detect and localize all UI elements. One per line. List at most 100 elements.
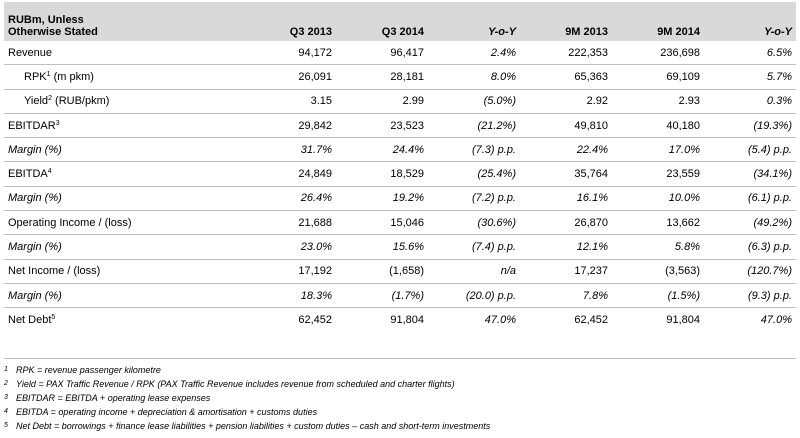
cell-9m-2014: 236,698 <box>612 41 704 66</box>
cell-9m-2014: (1.5%) <box>612 283 704 309</box>
cell-q3-2013: 23.0% <box>244 234 336 260</box>
cell-q3-2014: 15,046 <box>336 210 428 236</box>
table-row: Margin (%) 31.7% 24.4% (7.3) p.p. 22.4% … <box>4 137 796 163</box>
cell-9m-2013: 222,353 <box>520 41 612 66</box>
cell-9m-yoy: 0.3% <box>704 89 796 114</box>
cell-q3-yoy: n/a <box>428 259 520 284</box>
table-row: Net Debt5 62,452 91,804 47.0% 62,452 91,… <box>4 308 796 332</box>
header-9m-2014: 9M 2014 <box>612 2 704 41</box>
footnote-item: 5 Net Debt = borrowings + finance lease l… <box>4 421 491 431</box>
row-label: RPK1 (m pkm) <box>4 64 244 90</box>
cell-9m-2013: 26,870 <box>520 210 612 236</box>
cell-9m-2014: 5.8% <box>612 234 704 260</box>
cell-9m-2013: 17,237 <box>520 259 612 284</box>
cell-9m-2014: 91,804 <box>666 313 700 326</box>
table-body: Revenue 94,172 96,417 2.4% 222,353 236,6… <box>4 41 796 332</box>
cell-9m-2013: 7.8% <box>520 283 612 309</box>
table-row: Yield2 (RUB/pkm) 3.15 2.99 (5.0%) 2.92 2… <box>4 89 796 114</box>
cell-9m-2014: 69,109 <box>612 64 704 90</box>
cell-q3-2014: 18,529 <box>336 161 428 187</box>
cell-q3-yoy: (25.4%) <box>428 161 520 187</box>
cell-q3-2013: 62,452 <box>298 313 332 326</box>
cell-9m-yoy: 47.0% <box>760 313 792 326</box>
table-header: RUBm, Unless Otherwise Stated Q3 2013 Q3… <box>4 2 796 41</box>
row-label: Margin (%) <box>4 186 244 212</box>
table-row: EBITDA4 24,849 18,529 (25.4%) 35,764 23,… <box>4 161 796 187</box>
cell-9m-2013: 62,452 <box>574 313 608 326</box>
cell-9m-2013: 49,810 <box>520 113 612 139</box>
cell-q3-2014: (1.7%) <box>336 283 428 309</box>
cell-9m-yoy: 5.7% <box>704 64 796 90</box>
row-label: Net Income / (loss) <box>4 259 244 284</box>
cell-q3-yoy: 8.0% <box>428 64 520 90</box>
cell-9m-2014: 13,662 <box>612 210 704 236</box>
cell-q3-yoy: (30.6%) <box>428 210 520 236</box>
table-row: Margin (%) 23.0% 15.6% (7.4) p.p. 12.1% … <box>4 234 796 260</box>
cell-9m-yoy: 6.5% <box>704 41 796 66</box>
row-label: Margin (%) <box>4 234 244 260</box>
header-q3-2014: Q3 2014 <box>336 2 428 41</box>
cell-q3-2013: 26,091 <box>244 64 336 90</box>
table-row: Operating Income / (loss) 21,688 15,046 … <box>4 210 796 236</box>
cell-q3-2013: 31.7% <box>244 137 336 163</box>
cell-9m-2013: 2.92 <box>520 89 612 114</box>
footnote-ref: 1 <box>46 70 51 78</box>
cell-q3-yoy: (7.2) p.p. <box>428 186 520 212</box>
header-9m-2013: 9M 2013 <box>520 2 612 41</box>
row-label: Margin (%) <box>4 137 244 163</box>
cell-9m-yoy: (120.7%) <box>704 259 796 284</box>
cell-9m-2014: 17.0% <box>612 137 704 163</box>
cell-9m-2013: 65,363 <box>520 64 612 90</box>
cell-q3-2013: 94,172 <box>244 41 336 66</box>
cell-q3-2013: 24,849 <box>244 161 336 187</box>
cell-q3-2013: 3.15 <box>244 89 336 114</box>
cell-9m-yoy: (19.3%) <box>704 113 796 139</box>
footnote-item: 2 Yield = PAX Traffic Revenue / RPK (PAX … <box>4 379 455 389</box>
cell-9m-2014: 2.93 <box>612 89 704 114</box>
table-row: Margin (%) 18.3% (1.7%) (20.0) p.p. 7.8%… <box>4 283 796 309</box>
cell-q3-yoy: 47.0% <box>484 313 516 326</box>
cell-q3-yoy: (21.2%) <box>428 113 520 139</box>
cell-9m-2013: 35,764 <box>520 161 612 187</box>
cell-q3-2014: 24.4% <box>336 137 428 163</box>
table-row: Net Income / (loss) 17,192 (1,658) n/a 1… <box>4 259 796 284</box>
cell-q3-yoy: 2.4% <box>428 41 520 66</box>
cell-9m-yoy: (5.4) p.p. <box>704 137 796 163</box>
cell-9m-2014: 10.0% <box>612 186 704 212</box>
cell-9m-yoy: (34.1%) <box>704 161 796 187</box>
cell-q3-yoy: (7.4) p.p. <box>428 234 520 260</box>
cell-9m-2014: 40,180 <box>612 113 704 139</box>
results-table: RUBm, Unless Otherwise Stated Q3 2013 Q3… <box>4 2 796 332</box>
cell-q3-yoy: (7.3) p.p. <box>428 137 520 163</box>
cell-q3-2013: 17,192 <box>244 259 336 284</box>
header-q3-2013: Q3 2013 <box>244 2 336 41</box>
cell-q3-2014: 19.2% <box>336 186 428 212</box>
table-row: RPK1 (m pkm) 26,091 28,181 8.0% 65,363 6… <box>4 64 796 90</box>
cell-q3-2014: 28,181 <box>336 64 428 90</box>
cell-9m-yoy: (9.3) p.p. <box>704 283 796 309</box>
cell-9m-yoy: (49.2%) <box>704 210 796 236</box>
footnote-ref: 4 <box>47 168 52 176</box>
footnote-item: 4 EBITDA = operating income + depreciatio… <box>4 407 318 417</box>
cell-q3-yoy: (5.0%) <box>428 89 520 114</box>
header-units-label: RUBm, Unless Otherwise Stated <box>4 2 244 41</box>
cell-q3-2013: 18.3% <box>244 283 336 309</box>
cell-9m-2013: 16.1% <box>520 186 612 212</box>
table-row: Margin (%) 26.4% 19.2% (7.2) p.p. 16.1% … <box>4 186 796 212</box>
row-label: Yield2 (RUB/pkm) <box>4 89 244 114</box>
row-label: EBITDAR3 <box>4 113 244 139</box>
cell-9m-2014: 23,559 <box>612 161 704 187</box>
table-row: EBITDAR3 29,842 23,523 (21.2%) 49,810 40… <box>4 113 796 139</box>
cell-q3-2013: 26.4% <box>244 186 336 212</box>
cell-q3-2013: 21,688 <box>244 210 336 236</box>
cell-9m-2013: 22.4% <box>520 137 612 163</box>
row-label: Margin (%) <box>4 283 244 309</box>
cell-9m-yoy: (6.3) p.p. <box>704 234 796 260</box>
table-row: Revenue 94,172 96,417 2.4% 222,353 236,6… <box>4 41 796 66</box>
row-label: Revenue <box>4 41 244 66</box>
cell-q3-2014: 2.99 <box>336 89 428 114</box>
cell-9m-2013: 12.1% <box>520 234 612 260</box>
header-9m-yoy: Y-o-Y <box>704 2 796 41</box>
row-label: Net Debt5 <box>8 313 56 326</box>
